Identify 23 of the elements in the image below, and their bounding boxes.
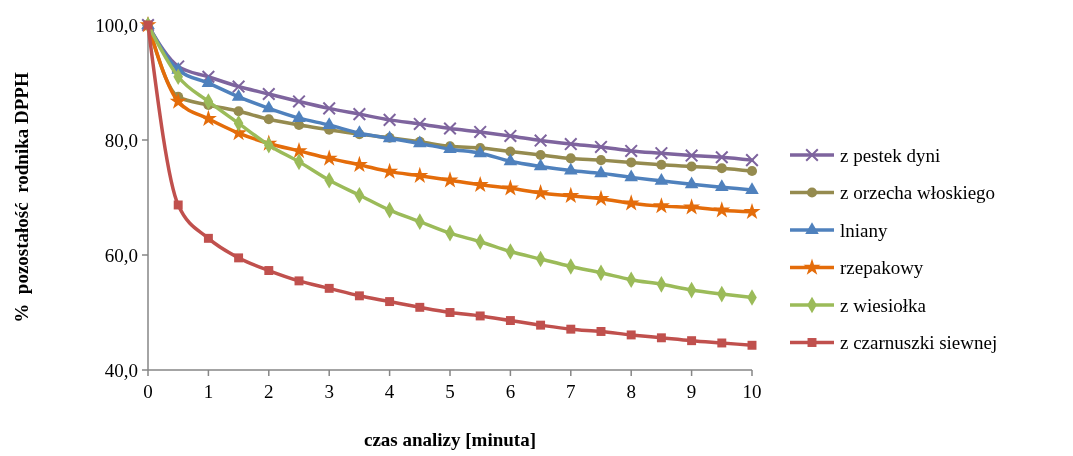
x-axis-title: czas analizy [minuta] <box>363 429 537 450</box>
x-tick-label: 7 <box>566 381 576 402</box>
x-tick-label: 6 <box>505 381 516 402</box>
x-tick-label: 2 <box>264 381 274 402</box>
legend-label: z orzecha włoskiego <box>840 182 996 204</box>
x-tick-label: 0 <box>143 381 153 402</box>
legend-label: z czarnuszki siewnej <box>840 332 998 354</box>
x-tick-label: 5 <box>445 381 455 402</box>
legend-label: rzepakowy <box>840 257 924 279</box>
legend-label: z wiesiołka <box>840 294 927 316</box>
y-tick-label: 80,0 <box>104 129 138 151</box>
legend-label: z pestek dyni <box>840 144 941 166</box>
x-tick-label: 10 <box>742 381 762 402</box>
x-tick-label: 8 <box>626 381 636 402</box>
y-tick-label: 100,0 <box>95 14 138 36</box>
x-tick-label: 3 <box>324 381 334 402</box>
legend-label: lniany <box>840 219 888 241</box>
x-tick-label: 4 <box>384 381 395 402</box>
x-tick-label: 9 <box>686 381 697 402</box>
x-tick-label: 1 <box>203 381 214 402</box>
y-tick-label: 60,0 <box>104 244 138 266</box>
y-axis-title: % pozostałość rodnika DPPH <box>11 72 32 323</box>
y-tick-label: 40,0 <box>104 359 138 381</box>
